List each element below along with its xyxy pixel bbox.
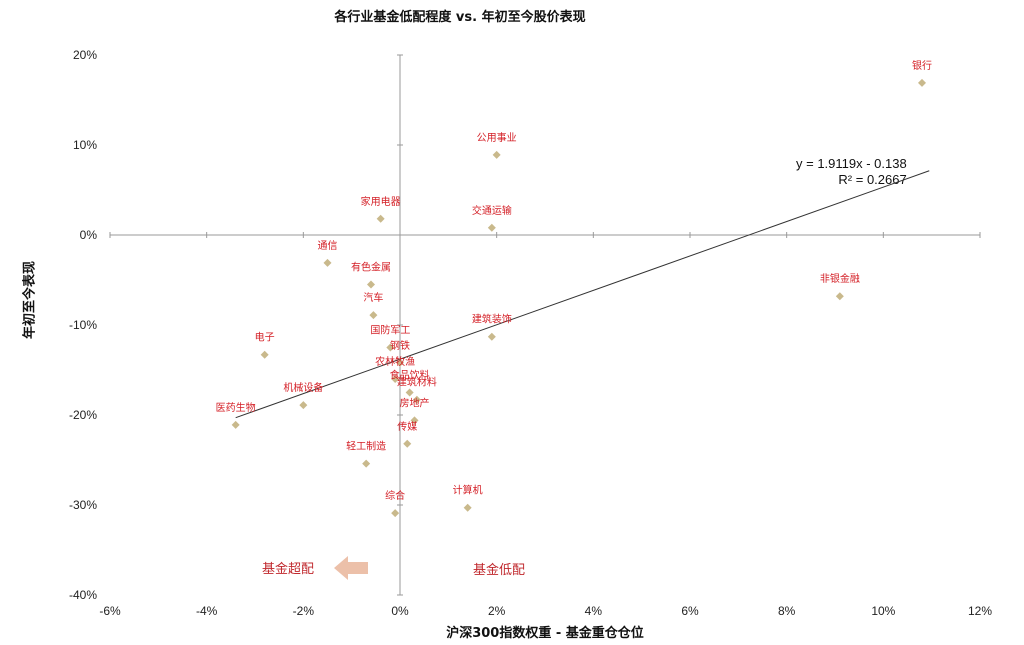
x-tick-label: 6% xyxy=(681,604,699,618)
data-point-label: 非银金融 xyxy=(820,272,860,285)
data-point-marker xyxy=(362,459,371,468)
y-tick-label: 0% xyxy=(80,228,98,242)
data-point-marker xyxy=(396,358,404,367)
underweight-annotation: 基金低配 xyxy=(473,563,526,578)
x-tick-label: 10% xyxy=(871,604,895,618)
data-point-label: 建筑装饰 xyxy=(472,313,512,326)
data-point-label: 医药生物 xyxy=(216,401,256,414)
x-tick-label: 4% xyxy=(585,604,603,618)
data-point-marker xyxy=(391,375,400,383)
overweight-arrow xyxy=(334,556,368,580)
data-point-label: 轻工制造 xyxy=(346,440,386,453)
data-point-label: 汽车 xyxy=(363,291,383,304)
data-point-label: 家用电器 xyxy=(361,195,401,208)
data-point-label: 食品饮料 xyxy=(390,369,430,382)
data-point-marker xyxy=(231,420,240,429)
data-point-label: 房地产 xyxy=(400,396,430,409)
y-tick-label: 20% xyxy=(73,48,97,62)
r-squared-text: R² = 0.2667 xyxy=(838,172,907,187)
x-tick-label: 2% xyxy=(488,604,506,618)
x-axis-title: 沪深300指数权重 - 基金重仓仓位 xyxy=(446,626,644,641)
data-point-label: 有色金属 xyxy=(351,261,391,274)
y-tick-label: -10% xyxy=(69,318,97,332)
data-point-label: 银行 xyxy=(912,59,932,72)
data-point-label: 机械设备 xyxy=(283,381,323,394)
data-point-marker xyxy=(487,332,496,341)
x-tick-label: -6% xyxy=(99,604,121,618)
data-point-marker xyxy=(492,150,501,159)
y-tick-label: -40% xyxy=(69,588,97,602)
data-point-marker xyxy=(391,509,400,518)
data-point-marker xyxy=(323,258,332,267)
data-point-label: 交通运输 xyxy=(472,204,512,217)
chart-title: 各行业基金低配程度 vs. 年初至今股价表现 xyxy=(334,10,586,25)
trendline xyxy=(235,170,930,419)
data-point-marker xyxy=(376,214,385,223)
x-tick-label: 0% xyxy=(391,604,409,618)
data-point-label: 农林牧渔 xyxy=(375,355,415,368)
data-point-marker xyxy=(260,350,269,359)
y-tick-label: 10% xyxy=(73,138,97,152)
x-tick-label: -4% xyxy=(196,604,218,618)
data-point-marker xyxy=(299,401,308,410)
data-point-label: 通信 xyxy=(318,240,338,252)
data-point-label: 国防军工 xyxy=(370,324,410,337)
data-point-marker xyxy=(367,280,375,289)
data-point-marker xyxy=(487,223,496,232)
x-tick-label: 8% xyxy=(778,604,796,618)
x-tick-label: -2% xyxy=(293,604,315,618)
data-point-label: 传媒 xyxy=(397,421,417,433)
data-point-label: 计算机 xyxy=(453,484,483,497)
data-point-marker xyxy=(918,78,926,87)
data-point-label: 建筑材料 xyxy=(397,376,437,389)
regression-equation: y = 1.9119x - 0.138 R² = 0.2667 xyxy=(796,156,907,188)
y-tick-label: -30% xyxy=(69,498,97,512)
data-point-label: 电子 xyxy=(255,331,275,344)
data-point-marker xyxy=(463,503,472,512)
y-tick-label: -20% xyxy=(69,408,97,422)
data-point-label: 公用事业 xyxy=(477,131,517,144)
x-tick-label: 12% xyxy=(968,604,992,618)
data-point-marker xyxy=(403,439,412,448)
data-point-marker xyxy=(412,395,421,404)
data-point-marker xyxy=(835,292,844,301)
data-point-label: 综合 xyxy=(385,489,405,502)
data-point-marker xyxy=(386,343,395,352)
data-point-label: 钢铁 xyxy=(390,339,410,352)
data-point-marker xyxy=(405,388,414,397)
equation-text: y = 1.9119x - 0.138 xyxy=(796,156,907,171)
data-point-marker xyxy=(369,311,378,320)
overweight-annotation: 基金超配 xyxy=(262,562,315,577)
data-point-marker xyxy=(410,416,419,425)
